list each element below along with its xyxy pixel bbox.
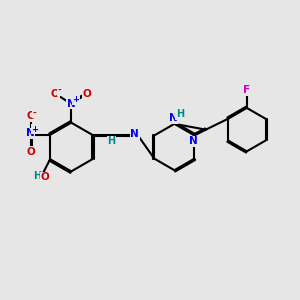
Text: O: O	[40, 172, 49, 182]
Text: H: H	[34, 171, 42, 181]
Text: -: -	[58, 86, 61, 95]
Text: O: O	[51, 89, 60, 99]
Text: O: O	[26, 147, 35, 157]
Text: N: N	[190, 136, 198, 146]
Text: H: H	[108, 136, 116, 146]
Text: O: O	[26, 111, 35, 121]
Text: O: O	[83, 89, 92, 99]
Text: N: N	[26, 128, 35, 138]
Text: N: N	[67, 99, 76, 109]
Text: +: +	[72, 95, 79, 104]
Text: +: +	[31, 125, 38, 134]
Text: N: N	[130, 129, 139, 139]
Text: F: F	[243, 85, 250, 95]
Text: N: N	[169, 113, 178, 123]
Text: -: -	[33, 109, 37, 118]
Text: H: H	[176, 109, 184, 119]
